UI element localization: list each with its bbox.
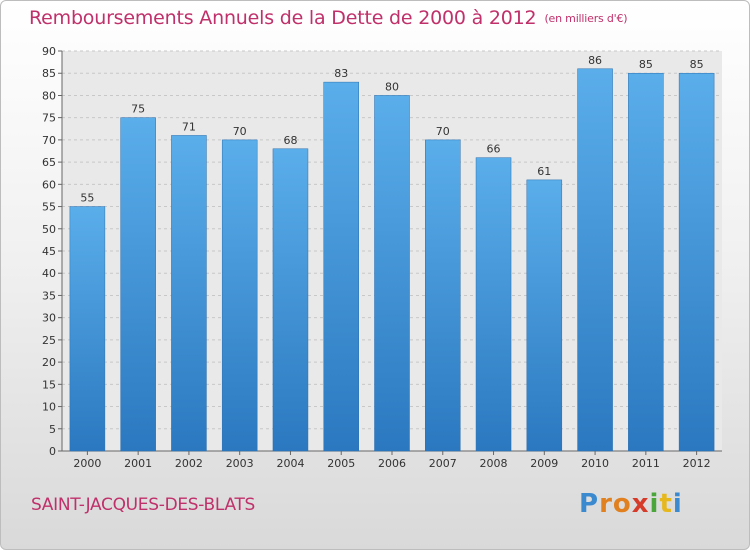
logo-letter: t [659,489,673,519]
y-tick-label: 30 [42,312,56,325]
logo-letter: o [612,489,632,519]
logo-letter: i [649,489,660,519]
logo-letter: i [672,489,683,519]
logo-letter: x [631,489,650,519]
data-label: 61 [537,165,551,178]
y-tick-label: 80 [42,89,56,102]
bar [628,72,664,452]
bar [171,135,207,452]
x-tick-label: 2003 [226,457,254,470]
bar [221,139,258,452]
x-tick-label: 2008 [480,457,508,470]
data-label: 70 [436,125,450,138]
data-label: 66 [487,143,501,156]
x-tick-label: 2011 [632,457,660,470]
bar [526,179,563,452]
logo-letter: r [599,489,613,519]
data-label: 83 [334,67,348,80]
bar [323,81,359,452]
x-tick-label: 2009 [530,457,558,470]
y-tick-label: 70 [42,134,56,147]
chart-title: Remboursements Annuels de la Dette de 20… [29,7,628,29]
bar [678,72,715,452]
y-tick-label: 85 [42,67,56,80]
y-tick-label: 15 [42,378,56,391]
x-tick-label: 2000 [73,457,101,470]
data-label: 68 [283,134,297,147]
x-tick-label: 2007 [429,457,457,470]
bar [272,148,309,452]
data-label: 70 [233,125,247,138]
data-label: 85 [690,58,704,71]
y-tick-label: 60 [42,178,56,191]
y-tick-label: 50 [42,223,56,236]
logo-letter: P [579,489,600,519]
y-tick-label: 10 [42,401,56,414]
chart-title-text: Remboursements Annuels de la Dette de 20… [29,7,537,29]
bar [577,68,613,452]
y-tick-label: 5 [49,423,56,436]
y-tick-label: 45 [42,245,56,258]
y-tick-label: 40 [42,267,56,280]
proxiti-logo: Proxiti [579,489,683,519]
location-name: SAINT-JACQUES-DES-BLATS [31,495,256,515]
x-tick-label: 2010 [581,457,609,470]
data-label: 85 [639,58,653,71]
y-tick-label: 65 [42,156,56,169]
x-tick-label: 2005 [327,457,355,470]
y-tick-label: 75 [42,112,56,125]
bar [69,206,106,452]
x-tick-label: 2004 [276,457,304,470]
y-tick-label: 35 [42,289,56,302]
x-tick-label: 2006 [378,457,406,470]
y-tick-label: 90 [42,45,56,58]
y-tick-label: 25 [42,334,56,347]
bar [425,139,461,452]
data-label: 55 [80,192,94,205]
data-label: 75 [131,103,145,116]
bar [475,157,512,452]
data-label: 86 [588,54,602,67]
data-label: 80 [385,80,399,93]
x-tick-label: 2002 [175,457,203,470]
x-tick-label: 2001 [124,457,152,470]
y-tick-label: 0 [49,445,56,458]
y-tick-label: 55 [42,201,56,214]
bar [120,117,156,452]
chart-subtitle: (en milliers d'€) [544,12,628,25]
bar [374,95,410,452]
data-label: 71 [182,120,196,133]
x-tick-label: 2012 [683,457,711,470]
y-tick-label: 20 [42,356,56,369]
